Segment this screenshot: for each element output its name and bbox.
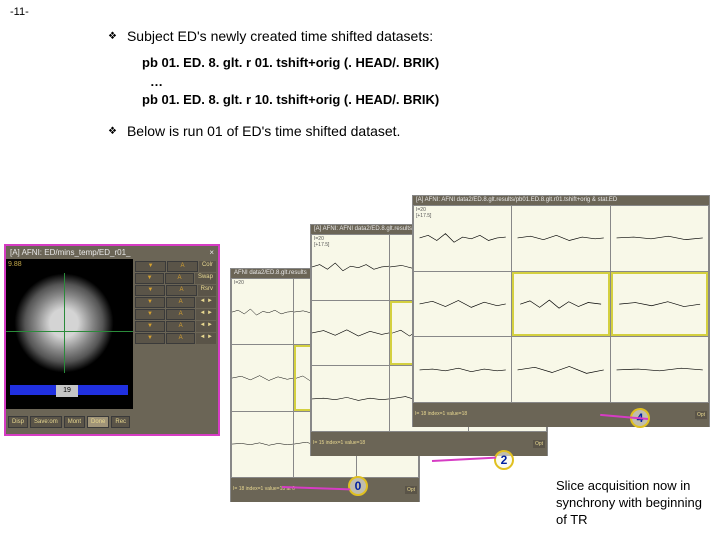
ctrl-btn[interactable]: A xyxy=(165,273,194,284)
ctrl-btn[interactable]: ▼ xyxy=(135,261,166,272)
ctrl-label: ◄ ► xyxy=(196,321,216,332)
grid-panel-2: [A] AFNI: AFNI data2/ED.8.glt.results/pb… xyxy=(412,195,710,427)
ctrl-btn[interactable]: A xyxy=(166,333,196,344)
grid-cell[interactable] xyxy=(414,272,511,337)
grid-cell[interactable]: I=20 xyxy=(232,279,293,344)
code-line-1: pb 01. ED. 8. glt. r 01. tshift+orig (. … xyxy=(142,52,668,74)
ctrl-label: ◄ ► xyxy=(196,333,216,344)
grid-cell[interactable] xyxy=(312,366,389,431)
ctrl-btn[interactable]: A xyxy=(167,261,198,272)
diamond-icon: ❖ xyxy=(108,31,117,42)
save-button[interactable]: Save:om xyxy=(30,416,62,428)
grid-cell[interactable] xyxy=(414,337,511,402)
grid-footer-1: I= 15 index=1 value=18 Opt xyxy=(311,432,547,456)
grid-cell[interactable] xyxy=(512,206,609,271)
afni-bottom-bar: Disp Save:om Mont Done Rec xyxy=(6,409,218,434)
disp-button[interactable]: Disp xyxy=(8,416,28,428)
sync-note: Slice acquisition now in synchrony with … xyxy=(556,478,716,529)
grid-title-2: [A] AFNI: AFNI data2/ED.8.glt.results/pb… xyxy=(413,196,709,205)
close-icon[interactable]: × xyxy=(209,248,214,257)
grid-cell[interactable] xyxy=(611,337,708,402)
ctrl-btn[interactable]: ▼ xyxy=(135,285,165,296)
code-block-1: pb 01. ED. 8. glt. r 01. tshift+orig (. … xyxy=(142,52,668,111)
ctrl-btn[interactable]: ▼ xyxy=(135,333,165,344)
callout-2: 2 xyxy=(494,450,514,470)
ctrl-label: Colr xyxy=(199,261,216,272)
grid-cell[interactable] xyxy=(232,412,293,477)
rec-button[interactable]: Rec xyxy=(111,416,130,428)
afni-coord: 9.88 xyxy=(8,261,22,268)
ctrl-btn[interactable]: ▼ xyxy=(135,309,165,320)
content-block: ❖ Subject ED's newly created time shifte… xyxy=(108,28,668,147)
bullet-1-text: Subject ED's newly created time shifted … xyxy=(127,28,433,44)
ctrl-label: Rsrv xyxy=(198,285,216,296)
grid-cell-selected[interactable] xyxy=(611,272,708,337)
callout-0: 0 xyxy=(348,476,368,496)
grid-cell[interactable] xyxy=(232,345,293,410)
afni-controls: ▼AColr ▼ASwap ▼ARsrv ▼A◄ ► ▼A◄ ► ▼A◄ ► ▼… xyxy=(133,259,218,409)
grid-footer-2: I= 18 index=1 value=18 Opt xyxy=(413,403,709,427)
connector-2 xyxy=(432,457,496,462)
ctrl-label: Swap xyxy=(195,273,216,284)
mont-button[interactable]: Mont xyxy=(64,416,85,428)
crosshair-h xyxy=(6,331,133,332)
afni-image-region[interactable]: 9.88 19 xyxy=(6,259,133,409)
grid-body-2: I=20[+17.5] xyxy=(413,205,709,403)
grid-cell[interactable] xyxy=(611,206,708,271)
ctrl-btn[interactable]: A xyxy=(166,297,196,308)
bullet-2-text: Below is run 01 of ED's time shifted dat… xyxy=(127,123,400,139)
diamond-icon: ❖ xyxy=(108,126,117,137)
grid-cell[interactable]: I=20[+17.5] xyxy=(312,235,389,300)
opt-button[interactable]: Opt xyxy=(533,440,545,448)
ctrl-btn[interactable]: A xyxy=(166,321,196,332)
grid-cell[interactable]: I=20[+17.5] xyxy=(414,206,511,271)
ctrl-btn[interactable]: ▼ xyxy=(135,321,165,332)
ctrl-label: ◄ ► xyxy=(196,297,216,308)
code-line-2: pb 01. ED. 8. glt. r 10. tshift+orig (. … xyxy=(142,89,668,111)
page-number: -11- xyxy=(10,6,29,18)
grid-cell[interactable] xyxy=(312,301,389,366)
bullet-2: ❖ Below is run 01 of ED's time shifted d… xyxy=(108,123,668,139)
opt-button[interactable]: Opt xyxy=(405,486,417,494)
ctrl-btn[interactable]: A xyxy=(166,309,196,320)
done-button[interactable]: Done xyxy=(87,416,109,428)
ctrl-btn[interactable]: ▼ xyxy=(135,273,164,284)
afni-viewer: [A] AFNI: ED/mins_temp/ED_r01_ × 9.88 19… xyxy=(4,244,220,436)
afni-titlebar: [A] AFNI: ED/mins_temp/ED_r01_ × xyxy=(6,246,218,259)
afni-body: 9.88 19 ▼AColr ▼ASwap ▼ARsrv ▼A◄ ► ▼A◄ ►… xyxy=(6,259,218,409)
grid-cell[interactable] xyxy=(512,337,609,402)
afni-title-text: [A] AFNI: ED/mins_temp/ED_r01_ xyxy=(10,248,131,257)
crosshair-v xyxy=(64,273,65,373)
grid-footer-text: I= 18 index=1 value=18 xyxy=(415,412,693,418)
ctrl-label: ◄ ► xyxy=(196,309,216,320)
grid-cell-selected[interactable] xyxy=(512,272,609,337)
slice-slider-thumb[interactable]: 19 xyxy=(56,385,78,397)
grid-footer-0: I= 18 index=1 value=18 at 0 Opt xyxy=(231,478,419,502)
bullet-1: ❖ Subject ED's newly created time shifte… xyxy=(108,28,668,44)
ctrl-btn[interactable]: ▼ xyxy=(135,297,165,308)
opt-button[interactable]: Opt xyxy=(695,411,707,419)
ellipsis: … xyxy=(150,74,668,89)
grid-footer-text: I= 15 index=1 value=18 xyxy=(313,441,531,447)
ctrl-btn[interactable]: A xyxy=(166,285,196,296)
